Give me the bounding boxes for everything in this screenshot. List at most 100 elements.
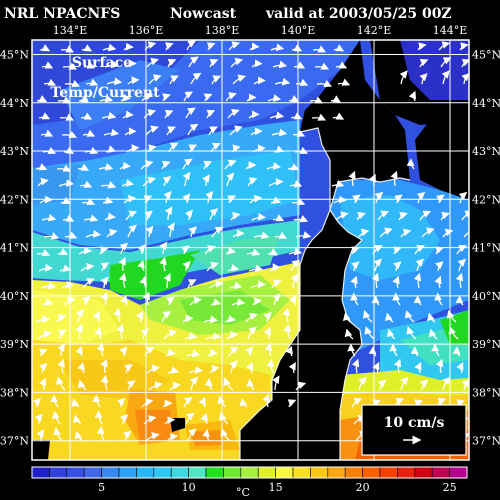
current-arrow	[211, 75, 222, 85]
current-arrow	[56, 313, 67, 323]
current-arrow	[440, 211, 450, 221]
current-arrow	[185, 107, 196, 119]
current-arrow	[351, 261, 360, 272]
current-arrow	[337, 78, 351, 86]
current-arrow	[392, 292, 401, 306]
current-arrow	[264, 342, 273, 357]
land-mask	[32, 40, 469, 460]
current-arrow	[295, 78, 309, 86]
current-arrow	[446, 310, 457, 323]
current-arrow	[377, 379, 387, 391]
current-arrow	[204, 245, 216, 255]
colorbar-swatch	[118, 466, 137, 479]
current-arrow	[182, 193, 191, 204]
colorbar-swatch	[240, 466, 259, 479]
current-arrow	[209, 58, 219, 68]
current-arrow	[413, 295, 422, 306]
current-arrow	[393, 246, 402, 255]
current-arrow	[456, 361, 464, 374]
current-arrow	[125, 210, 138, 221]
current-arrow	[245, 312, 258, 323]
current-arrow	[113, 307, 122, 323]
colorbar-swatch	[431, 466, 450, 479]
current-arrow	[371, 295, 380, 306]
current-arrow	[331, 179, 345, 188]
current-arrow	[184, 332, 198, 340]
current-arrow	[118, 272, 127, 289]
current-arrow	[84, 146, 99, 155]
current-arrow	[294, 146, 309, 155]
current-arrow	[61, 280, 74, 289]
colorbar-tick-label: 25	[443, 481, 457, 494]
current-arrow	[316, 79, 332, 87]
current-arrow	[239, 398, 248, 408]
lon-label: 134°E	[53, 24, 88, 37]
overlay-title-temp-current: Temp/Current	[50, 85, 160, 101]
colorbar-tick-label: 15	[269, 481, 283, 494]
current-arrow	[291, 44, 303, 52]
current-arrow	[457, 258, 466, 272]
current-arrow	[57, 96, 72, 104]
current-arrow	[167, 58, 177, 68]
colorbar-swatch	[49, 466, 68, 479]
lat-label-left: 41°N	[0, 242, 29, 255]
current-arrow	[295, 231, 312, 239]
map-title-source: NRL NPACNFS	[4, 6, 121, 22]
current-arrow	[80, 112, 93, 120]
current-arrow	[169, 75, 179, 85]
current-arrow	[209, 364, 220, 374]
current-arrow	[125, 59, 137, 68]
current-arrow	[245, 346, 254, 357]
current-arrow	[428, 328, 438, 340]
current-arrow	[263, 311, 272, 323]
current-arrow	[206, 42, 216, 51]
current-arrow	[374, 191, 384, 204]
current-arrow	[123, 430, 132, 442]
current-arrow	[124, 364, 133, 374]
current-arrow	[372, 245, 383, 255]
current-arrow	[188, 226, 197, 238]
map-frame	[31, 39, 470, 461]
current-arrow	[187, 428, 197, 442]
current-arrow	[83, 214, 99, 222]
current-arrow	[269, 263, 281, 272]
current-arrow	[408, 90, 416, 102]
current-arrow	[190, 72, 202, 85]
lat-label-right: 41°N	[472, 242, 500, 255]
current-arrow	[126, 144, 140, 153]
current-arrow	[231, 144, 241, 153]
current-arrow	[120, 93, 131, 102]
current-arrow	[419, 210, 432, 221]
current-arrow	[42, 146, 57, 155]
current-arrow	[43, 232, 60, 240]
current-arrow	[398, 211, 408, 221]
colorbar-swatch	[362, 466, 381, 479]
current-arrow	[458, 191, 468, 204]
current-arrow	[434, 275, 442, 289]
current-arrow	[183, 397, 193, 408]
current-arrow	[456, 245, 467, 255]
current-arrow	[53, 427, 63, 442]
current-arrow	[169, 381, 181, 391]
current-arrow	[39, 348, 48, 357]
current-arrow	[167, 366, 180, 374]
current-arrow	[431, 343, 440, 357]
current-arrow	[351, 246, 360, 255]
current-arrow	[189, 296, 202, 306]
current-arrow	[404, 310, 415, 323]
overlay-title-surface: Surface	[72, 55, 132, 71]
current-arrow	[143, 108, 157, 119]
current-arrow	[274, 231, 288, 239]
current-arrow	[434, 292, 443, 306]
colorbar-unit: °C	[236, 486, 250, 499]
current-arrow	[61, 130, 77, 138]
current-arrow	[227, 108, 240, 119]
current-arrow	[440, 57, 452, 68]
current-arrow	[40, 281, 57, 290]
current-arrow	[410, 346, 419, 357]
current-arrow	[143, 195, 153, 204]
current-arrow	[231, 298, 246, 306]
current-arrow	[223, 377, 234, 391]
current-arrow	[225, 246, 236, 255]
current-arrow	[262, 393, 270, 408]
